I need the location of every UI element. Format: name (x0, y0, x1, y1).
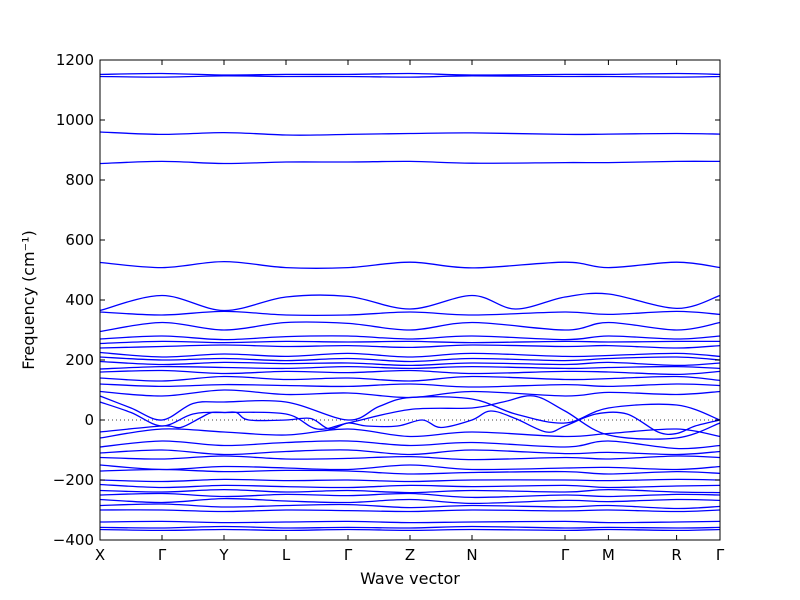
y-axis: −400 −200 0 200 400 600 800 1000 1200 (53, 51, 720, 549)
band-line-27 (99, 464, 721, 471)
x-tick-label: Y (218, 546, 229, 564)
band-line-28 (99, 468, 721, 475)
x-tick-label: Γ (716, 546, 725, 564)
band-line-17 (99, 375, 721, 382)
band-line-29 (99, 478, 721, 483)
band-line-34 (99, 503, 721, 510)
band-line-26 (99, 455, 721, 461)
band-line-35 (99, 509, 721, 513)
y-axis-title: Frequency (cm⁻¹) (19, 230, 38, 369)
band-line-32 (99, 492, 721, 499)
band-line-22 (99, 410, 721, 435)
band-line-25 (99, 449, 721, 456)
band-line-13 (99, 356, 721, 363)
y-tick-label: 800 (65, 171, 94, 189)
x-tick-label: Γ (158, 546, 167, 564)
x-tick-label: Γ (561, 546, 570, 564)
band-line-11 (99, 344, 721, 349)
y-tick-label: 600 (65, 231, 94, 249)
x-tick-label: R (671, 546, 681, 564)
band-line-6 (99, 292, 721, 312)
band-line-30 (99, 483, 721, 489)
band-line-9 (99, 335, 721, 341)
band-line-7 (99, 310, 721, 317)
band-line-37 (99, 525, 721, 529)
band-line-5 (99, 260, 721, 269)
x-tick-label: X (95, 546, 105, 564)
x-tick-label: N (466, 546, 477, 564)
band-line-23 (99, 428, 721, 439)
y-tick-label: 1200 (56, 51, 94, 69)
y-tick-label: −400 (53, 531, 94, 549)
band-line-2 (99, 75, 721, 78)
band-line-33 (99, 497, 721, 505)
band-line-38 (99, 528, 721, 532)
band-line-24 (99, 440, 721, 450)
band-line-15 (99, 365, 721, 370)
band-line-12 (99, 351, 721, 358)
band-line-21 (99, 395, 721, 440)
y-tick-label: 200 (65, 351, 94, 369)
x-axis-title: Wave vector (360, 569, 460, 588)
band-line-10 (99, 340, 721, 345)
band-line-1 (99, 72, 721, 76)
x-tick-label: Γ (344, 546, 353, 564)
band-line-14 (99, 360, 721, 367)
y-tick-label: 400 (65, 291, 94, 309)
plot-area (99, 59, 721, 541)
x-tick-label: M (602, 546, 615, 564)
x-tick-label: L (282, 546, 291, 564)
y-tick-label: −200 (53, 471, 94, 489)
band-line-20 (99, 395, 721, 424)
band-line-4 (99, 160, 721, 165)
x-tick-label: Z (405, 546, 415, 564)
band-line-16 (99, 369, 721, 376)
band-line-3 (99, 131, 721, 136)
y-tick-label: 1000 (56, 111, 94, 129)
band-line-18 (99, 383, 721, 388)
y-tick-label: 0 (84, 411, 94, 429)
band-line-36 (99, 520, 721, 524)
band-line-8 (99, 321, 721, 333)
band-line-31 (99, 488, 721, 494)
